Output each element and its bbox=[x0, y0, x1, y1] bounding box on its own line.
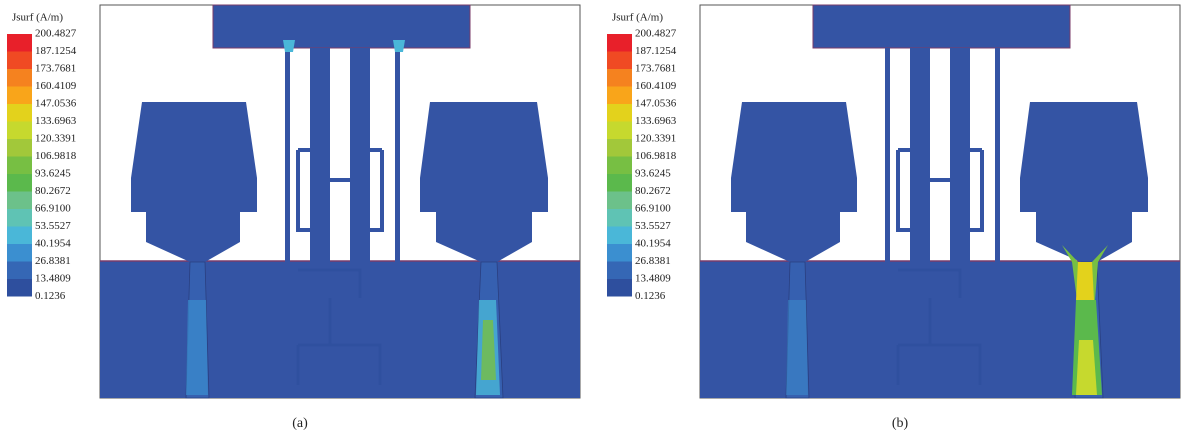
legend-swatch bbox=[607, 34, 632, 52]
legend-swatch bbox=[607, 52, 632, 70]
legend-swatch bbox=[7, 174, 32, 192]
legend-swatch bbox=[607, 139, 632, 157]
legend-label: 120.3391 bbox=[635, 133, 676, 145]
legend-label: 160.4109 bbox=[635, 80, 677, 92]
legend-label: 93.6245 bbox=[35, 168, 71, 180]
legend-swatch bbox=[607, 209, 632, 227]
legend-swatch bbox=[607, 244, 632, 262]
legend-swatch bbox=[607, 104, 632, 122]
legend-label: 0.1236 bbox=[635, 290, 666, 302]
legend-label: 133.6963 bbox=[35, 115, 77, 127]
legend-label: 13.4809 bbox=[635, 273, 671, 285]
field-plot bbox=[700, 5, 1180, 398]
legend-label: 147.0536 bbox=[635, 98, 677, 110]
legend-swatch bbox=[7, 52, 32, 70]
legend-swatch bbox=[607, 227, 632, 245]
legend-swatch bbox=[607, 174, 632, 192]
legend-label: 106.9818 bbox=[35, 150, 77, 162]
legend-swatch bbox=[7, 69, 32, 87]
legend-label: 0.1236 bbox=[35, 290, 66, 302]
legend-label: 106.9818 bbox=[635, 150, 677, 162]
legend-label: 40.1954 bbox=[35, 238, 71, 250]
legend-swatch bbox=[607, 69, 632, 87]
legend-label: 200.4827 bbox=[35, 28, 77, 40]
legend-swatch bbox=[7, 262, 32, 280]
legend-swatch bbox=[7, 122, 32, 140]
legend-swatch bbox=[7, 34, 32, 52]
legend-label: 160.4109 bbox=[35, 80, 77, 92]
legend-label: 26.8381 bbox=[35, 255, 71, 267]
legend-label: 53.5527 bbox=[35, 220, 71, 232]
legend-label: 66.9100 bbox=[35, 203, 71, 215]
legend-swatch bbox=[607, 122, 632, 140]
legend-swatch bbox=[7, 279, 32, 297]
caption: (b) bbox=[892, 416, 909, 431]
legend-label: 93.6245 bbox=[635, 168, 671, 180]
legend-label: 80.2672 bbox=[635, 185, 671, 197]
legend-swatch bbox=[607, 192, 632, 210]
legend-swatch bbox=[7, 104, 32, 122]
legend-swatch bbox=[607, 157, 632, 175]
legend-swatch bbox=[7, 192, 32, 210]
legend-label: 80.2672 bbox=[35, 185, 71, 197]
field-plot bbox=[100, 5, 580, 398]
legend-label: 133.6963 bbox=[635, 115, 677, 127]
legend-label: 173.7681 bbox=[35, 63, 76, 75]
legend-label: 173.7681 bbox=[635, 63, 676, 75]
legend-label: 120.3391 bbox=[35, 133, 76, 145]
legend-label: 13.4809 bbox=[35, 273, 71, 285]
legend-label: 147.0536 bbox=[35, 98, 77, 110]
legend-title: Jsurf (A/m) bbox=[612, 12, 663, 24]
legend-swatch bbox=[607, 279, 632, 297]
figure: Jsurf (A/m) 200.4827 187.1254 173.7681 160.4… bbox=[0, 0, 1181, 439]
legend-swatch bbox=[7, 227, 32, 245]
legend-label: 200.4827 bbox=[635, 28, 677, 40]
legend-swatch bbox=[607, 87, 632, 105]
legend-swatch bbox=[607, 262, 632, 280]
legend-label: 187.1254 bbox=[35, 45, 77, 57]
legend-label: 66.9100 bbox=[635, 203, 671, 215]
legend-label: 187.1254 bbox=[635, 45, 677, 57]
legend-swatch bbox=[7, 139, 32, 157]
legend-label: 26.8381 bbox=[635, 255, 671, 267]
legend-swatch bbox=[7, 244, 32, 262]
legend-label: 53.5527 bbox=[635, 220, 671, 232]
caption: (a) bbox=[292, 416, 308, 431]
legend-swatch bbox=[7, 87, 32, 105]
legend-swatch bbox=[7, 209, 32, 227]
legend-label: 40.1954 bbox=[635, 238, 671, 250]
legend-title: Jsurf (A/m) bbox=[12, 12, 63, 24]
legend-swatch bbox=[7, 157, 32, 175]
